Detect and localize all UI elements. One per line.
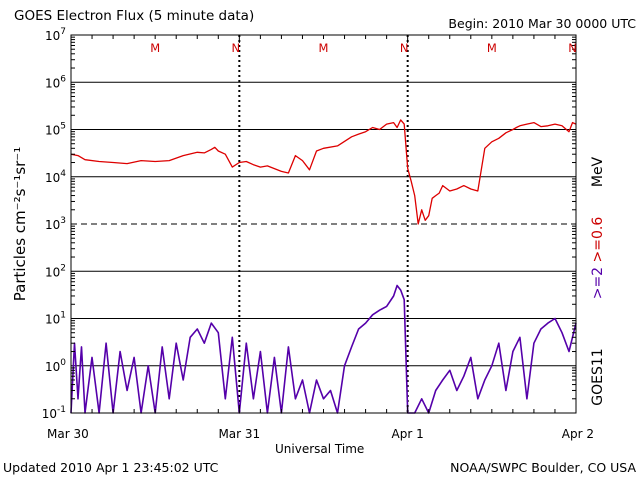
x-tick-label: Apr 2 bbox=[562, 427, 594, 441]
marker-n: N bbox=[232, 41, 241, 55]
y-tick-label: 103 bbox=[45, 216, 66, 232]
y-tick-label: 100 bbox=[45, 358, 66, 374]
updated-timestamp: Updated 2010 Apr 1 23:45:02 UTC bbox=[3, 460, 219, 475]
series-energy-label: >=2 >=0.6 bbox=[590, 217, 606, 300]
y-axis-label: Particles cm⁻²s⁻¹sr⁻¹ bbox=[11, 147, 29, 301]
x-axis-ticks: Mar 30 Mar 31 Apr 1 Apr 2 bbox=[47, 35, 594, 441]
y-tick-label: 107 bbox=[45, 27, 66, 43]
day-separator-lines bbox=[238, 35, 409, 413]
series-line-0p6mev bbox=[70, 119, 577, 225]
series-line-2mev bbox=[70, 284, 577, 414]
x-axis-label: Universal Time bbox=[275, 442, 365, 456]
y-tick-label: 105 bbox=[45, 122, 66, 138]
grid-lines bbox=[71, 81, 576, 367]
satellite-label: GOES11 bbox=[590, 348, 606, 405]
credit-label: NOAA/SWPC Boulder, CO USA bbox=[450, 460, 636, 475]
marker-m: M bbox=[150, 41, 160, 55]
marker-n: N bbox=[400, 41, 409, 55]
series-group bbox=[70, 119, 577, 414]
x-tick-label: Apr 1 bbox=[392, 427, 424, 441]
marker-n: N bbox=[568, 41, 577, 55]
y-tick-label: 10-1 bbox=[42, 405, 66, 421]
y-axis-ticks: 10-1 100 101 102 103 104 105 106 107 bbox=[42, 27, 576, 421]
y-tick-label: 102 bbox=[45, 263, 66, 279]
x-tick-label: Mar 31 bbox=[218, 427, 260, 441]
marker-m: M bbox=[319, 41, 329, 55]
y-tick-label: 101 bbox=[45, 311, 66, 327]
unit-label: MeV bbox=[590, 156, 606, 187]
y-tick-label: 106 bbox=[45, 74, 66, 90]
y-tick-label: 104 bbox=[45, 169, 66, 185]
marker-m: M bbox=[487, 41, 497, 55]
begin-time-label: Begin: 2010 Mar 30 0000 UTC bbox=[448, 16, 636, 31]
x-tick-label: Mar 30 bbox=[47, 427, 89, 441]
chart-title: GOES Electron Flux (5 minute data) bbox=[14, 8, 255, 24]
